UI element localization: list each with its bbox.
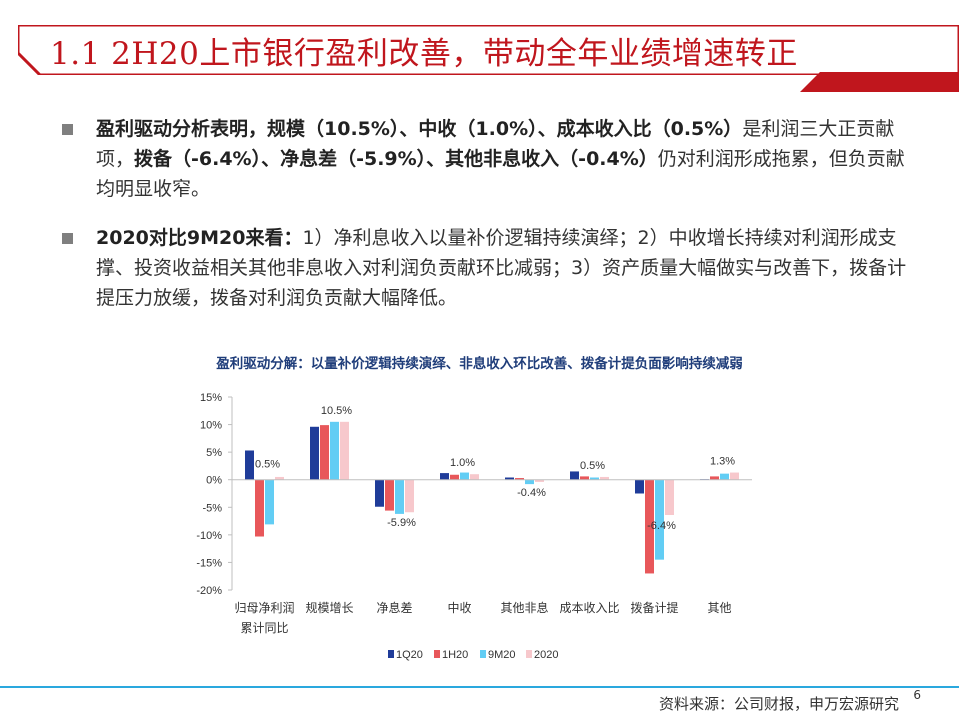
bar-1H20-3	[450, 474, 459, 480]
bullet-2: 2020对比9M20来看：1）净利息收入以量补价逻辑持续演绎；2）中收增长持续对…	[62, 223, 922, 313]
bar-9M20-7	[720, 473, 729, 480]
bullet-square-icon	[62, 233, 73, 244]
bar-1Q20-5	[570, 471, 579, 480]
legend-swatch-2020	[526, 650, 532, 658]
x-category-label: 累计同比	[240, 621, 288, 635]
bar-2020-5	[600, 476, 609, 480]
data-label: -6.4%	[647, 520, 676, 532]
data-label: -5.9%	[387, 517, 416, 529]
data-label: 0.5%	[255, 459, 280, 471]
bar-1H20-7	[710, 476, 719, 480]
bar-9M20-5	[590, 477, 599, 480]
x-category-label: 净息差	[376, 600, 412, 615]
x-category-label: 中收	[447, 600, 471, 615]
legend-label-1H20: 1H20	[442, 649, 468, 661]
bar-1H20-2	[385, 479, 394, 511]
bullet-1-part-3: 拨备（-6.4%）、净息差（-5.9%）、其他非息收入（-0.4%）	[134, 148, 658, 170]
bar-9M20-4	[525, 479, 534, 485]
bullet-1-part-4: 仍对利润形成拖累，但负贡献均明显收窄。	[96, 148, 905, 200]
x-category-label: 成本收入比	[559, 601, 619, 615]
bar-9M20-3	[460, 472, 469, 480]
y-tick-label: 0%	[206, 475, 222, 487]
bar-1Q20-2	[375, 479, 384, 507]
data-label: 10.5%	[321, 405, 352, 417]
bullet-2-text: 2020对比9M20来看：1）净利息收入以量补价逻辑持续演绎；2）中收增长持续对…	[96, 223, 922, 313]
footer-divider	[0, 686, 959, 688]
y-tick-label: -15%	[196, 557, 222, 569]
bar-1Q20-6	[635, 479, 644, 494]
title-band	[18, 25, 959, 75]
bar-1Q20-1	[310, 426, 319, 480]
bullet-1-part-2: 是利润三大正贡献项，	[96, 118, 895, 170]
chart-title: 盈利驱动分解：以量补价逻辑持续演绎、非息收入环比改善、拨备计提负面影响持续减弱	[216, 356, 743, 372]
y-tick-label: -5%	[202, 502, 222, 514]
bar-2020-3	[470, 474, 479, 480]
bar-2020-7	[730, 472, 739, 480]
page-number: 6	[913, 688, 921, 702]
x-category-label: 拨备计提	[630, 600, 678, 615]
legend-swatch-9M20	[480, 650, 486, 658]
y-tick-label: 15%	[200, 392, 222, 404]
data-label: -0.4%	[517, 487, 546, 499]
legend-label-1Q20: 1Q20	[396, 649, 423, 661]
page-title: 1.1 2H20上市银行盈利改善，带动全年业绩增速转正	[50, 36, 798, 72]
bullet-square-icon	[62, 124, 73, 135]
data-label: 1.3%	[710, 456, 735, 468]
bar-2020-0	[275, 476, 284, 480]
x-category-label: 归母净利润	[234, 601, 294, 615]
legend-label-2020: 2020	[534, 649, 558, 661]
source-note: 资料来源：公司财报，申万宏源研究	[658, 695, 899, 713]
bar-1H20-1	[320, 425, 329, 480]
y-tick-label: 5%	[206, 447, 222, 459]
legend-swatch-1Q20	[388, 650, 394, 658]
bar-9M20-0	[265, 479, 274, 525]
legend-swatch-1H20	[434, 650, 440, 658]
bar-2020-4	[535, 479, 544, 482]
x-category-label: 其他非息	[500, 600, 548, 615]
slide-header: 1.1 2H20上市银行盈利改善，带动全年业绩增速转正	[0, 0, 959, 100]
y-tick-label: 10%	[200, 420, 222, 432]
y-tick-label: -20%	[196, 585, 222, 597]
bullet-1-part-1: 盈利驱动分析表明，规模（10.5%）、中收（1.0%）、成本收入比（0.5%）	[96, 118, 743, 140]
x-category-label: 规模增长	[305, 600, 353, 615]
bar-1Q20-3	[440, 473, 449, 480]
bar-1H20-4	[515, 478, 524, 480]
x-category-label: 其他	[707, 601, 731, 615]
bullet-1-text: 盈利驱动分析表明，规模（10.5%）、中收（1.0%）、成本收入比（0.5%）是…	[96, 114, 922, 204]
bar-9M20-2	[395, 479, 404, 514]
bar-1Q20-0	[245, 450, 254, 480]
bullet-2-part-1: 2020对比9M20来看：	[96, 227, 303, 249]
y-tick-label: -10%	[196, 530, 222, 542]
bullet-1: 盈利驱动分析表明，规模（10.5%）、中收（1.0%）、成本收入比（0.5%）是…	[62, 114, 922, 204]
data-label: 1.0%	[450, 457, 475, 469]
bar-9M20-6	[655, 479, 664, 560]
bar-2020-6	[665, 479, 674, 516]
data-label: 0.5%	[580, 460, 605, 472]
bar-1H20-0	[255, 479, 264, 537]
bar-1H20-6	[645, 479, 654, 574]
bar-1Q20-4	[505, 477, 514, 480]
bar-2020-1	[340, 421, 349, 480]
bar-2020-2	[405, 479, 414, 513]
bar-9M20-1	[330, 421, 339, 480]
title-ribbon-accent	[800, 72, 959, 92]
legend-label-9M20: 9M20	[488, 649, 516, 661]
bullet-2-part-2: 1）净利息收入以量补价逻辑持续演绎；2）中收增长持续对利润形成支撑、投资收益相关…	[96, 227, 907, 309]
bar-1H20-5	[580, 476, 589, 480]
